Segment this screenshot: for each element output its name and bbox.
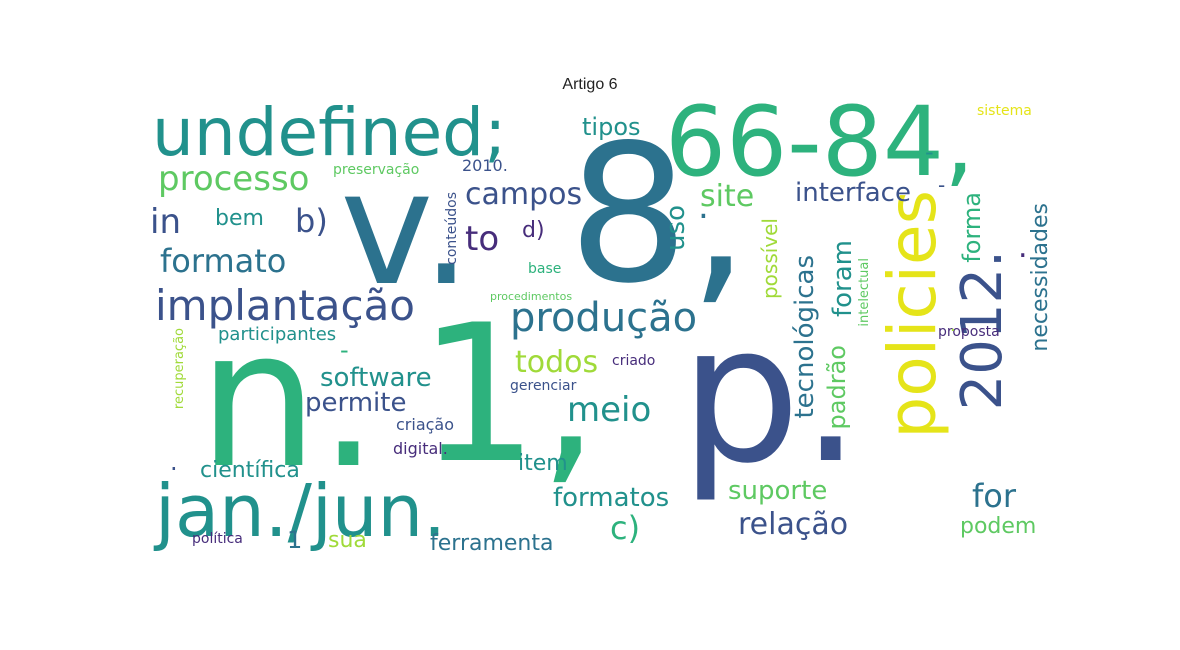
word-possivel: possível (758, 218, 782, 300)
word-gerenciar: gerenciar (510, 378, 577, 394)
word-producao: produção (510, 295, 698, 341)
word-8: 8, (568, 104, 750, 325)
word-suporte: suporte (728, 476, 828, 506)
word-criado: criado (612, 353, 656, 369)
word-todos: todos (515, 345, 599, 380)
word-bem: bem (215, 206, 264, 231)
word-v: v. (340, 137, 472, 321)
word-padrao: padrão (823, 345, 851, 430)
word-forma: forma (958, 192, 986, 263)
word-formato: formato (160, 242, 287, 280)
word-sistema: sistema (977, 103, 1032, 119)
word-ferramenta: ferramenta (430, 531, 554, 556)
word-uso: uso (661, 205, 691, 251)
word-item: item (518, 451, 568, 476)
word-n: n. (198, 289, 379, 510)
word-sua: sua (328, 528, 367, 553)
word-podem: podem (960, 514, 1037, 539)
word-relacao: relação (738, 507, 849, 542)
word-to: to (465, 219, 500, 259)
word-undefined: undefined; (152, 94, 507, 171)
word-base: base (528, 261, 562, 277)
word-1-small: 1 (287, 526, 303, 554)
word-digital: digital. (393, 439, 448, 458)
word-foram: foram (828, 240, 858, 318)
word-software: software (320, 363, 432, 393)
word-1: 1, (418, 284, 600, 505)
word-cientifica: científica (200, 458, 300, 483)
word-c: c) (610, 509, 641, 547)
word-p: p. (680, 284, 862, 505)
word-politica: política (192, 531, 243, 547)
word-conteudos: conteúdos (444, 192, 460, 265)
word-d: d) (522, 218, 545, 243)
word-processo: processo (158, 159, 310, 199)
figure-title: Artigo 6 (562, 76, 618, 93)
word-dot-3: . (170, 448, 178, 476)
word-dot-1: . (698, 187, 709, 227)
word-janjun: jan./jun. (155, 469, 447, 553)
word-procedimentos: procedimentos (490, 290, 573, 303)
word-meio: meio (567, 390, 652, 430)
word-dash-1: - (925, 138, 934, 166)
word-implantacao: implantação (155, 281, 415, 330)
word-tecnologicas: tecnológicas (790, 255, 820, 419)
word-dot-4: . (950, 315, 956, 336)
word-participantes: participantes (218, 324, 337, 345)
word-intelectual: intelectual (857, 258, 872, 327)
word-formatos: formatos (553, 483, 670, 513)
word-for: for (972, 477, 1016, 515)
word-campos: campos (465, 177, 583, 212)
word-interface: interface (795, 178, 911, 208)
word-proposta: proposta (938, 324, 1000, 340)
word-necessidades: necessidades (1028, 203, 1053, 352)
word-66-84: 66-84, (665, 86, 975, 198)
word-b: b) (295, 202, 328, 240)
word-permite: permite (305, 388, 407, 418)
word-preservacao: preservação (333, 162, 420, 178)
word-dash-2: - (938, 173, 946, 197)
word-criacao: criação (396, 415, 455, 434)
word-dash-3: - (340, 336, 349, 364)
word-in: in (150, 202, 181, 242)
word-policies: policies (874, 190, 951, 439)
word-tipos: tipos (582, 113, 641, 141)
word-dot-2: . (1018, 230, 1028, 265)
word-2010: 2010. (462, 156, 508, 175)
word-recuperacao: recuperação (172, 328, 187, 410)
word-site: site (700, 179, 755, 214)
